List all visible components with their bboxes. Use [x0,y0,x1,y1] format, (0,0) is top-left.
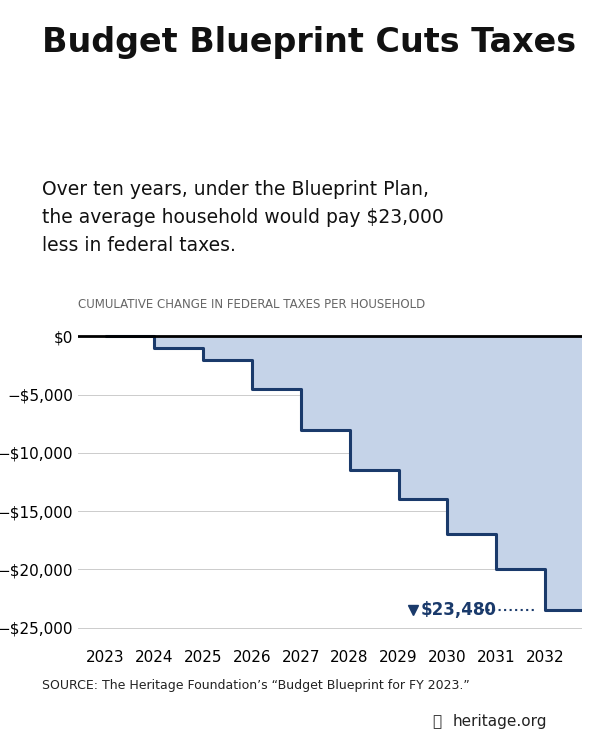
Polygon shape [105,337,582,610]
Text: Over ten years, under the Blueprint Plan,
the average household would pay $23,00: Over ten years, under the Blueprint Plan… [42,180,444,255]
Text: $23,480: $23,480 [421,601,496,619]
Text: Budget Blueprint Cuts Taxes: Budget Blueprint Cuts Taxes [42,26,576,59]
Text: heritage.org: heritage.org [453,714,548,729]
Text: ⯈: ⯈ [432,714,441,729]
Text: SOURCE: The Heritage Foundation’s “Budget Blueprint for FY 2023.”: SOURCE: The Heritage Foundation’s “Budge… [42,679,470,692]
Text: CUMULATIVE CHANGE IN FEDERAL TAXES PER HOUSEHOLD: CUMULATIVE CHANGE IN FEDERAL TAXES PER H… [78,298,425,311]
